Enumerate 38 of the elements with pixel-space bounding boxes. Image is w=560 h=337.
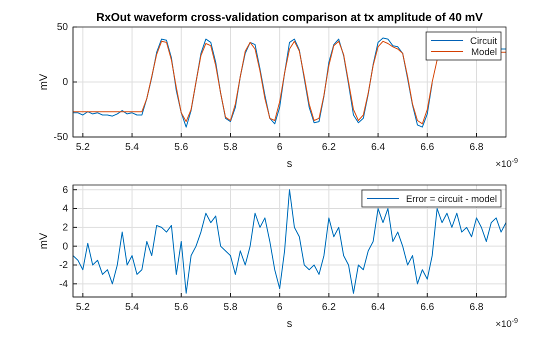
text: ×10$^{-9}$ [496, 317, 518, 330]
x-tick-label: 6.4 [371, 142, 386, 154]
x-tick-label: 6.2 [322, 142, 336, 154]
legend-label: Model [471, 47, 497, 58]
x-tick-label: 6.8 [470, 142, 484, 154]
x-tick-label: 6 [276, 142, 283, 154]
x-tick-label: 6.6 [420, 302, 435, 314]
x-tick-label: 6.4 [371, 302, 386, 314]
x-tick-label: 5.8 [224, 302, 238, 314]
line-series [73, 189, 506, 294]
legend-label: Error = circuit - model [406, 194, 497, 205]
x-tick-label: 5.2 [76, 302, 90, 314]
x-tick-label: 5.6 [174, 142, 189, 154]
x-tick-label: 6.6 [420, 142, 435, 154]
y-tick-label: -4 [59, 279, 68, 290]
y-tick-label: 0 [62, 241, 68, 252]
x-tick-label: 5.6 [174, 302, 189, 314]
y-tick-label: -2 [59, 260, 68, 272]
y-axis-title: mV [38, 232, 50, 250]
y-axis-title: mV [38, 73, 50, 90]
y-tick-label: -50 [54, 132, 68, 144]
text: ×10$^{-9}$ [496, 157, 518, 170]
legend-label: Circuit [470, 36, 498, 47]
x-tick-label: 5.4 [125, 142, 140, 154]
y-tick-label: 4 [62, 204, 68, 215]
x-tick-label: 5.2 [76, 142, 90, 154]
x-tick-label: 5.4 [125, 302, 140, 314]
y-tick-label: 50 [56, 22, 68, 34]
chart-title: RxOut waveform cross-validation comparison at tx amplitude of 40 mV [96, 12, 484, 24]
x-tick-label: 6.2 [322, 302, 336, 314]
x-axis-title: s [286, 158, 293, 170]
y-tick-label: 6 [62, 184, 68, 196]
y-tick-label: 0 [62, 77, 68, 88]
y-tick-label: 2 [62, 222, 68, 234]
x-tick-label: 6.8 [470, 302, 484, 314]
x-tick-label: 6 [276, 302, 283, 314]
x-tick-label: 5.8 [224, 142, 238, 154]
x-axis-title: s [286, 318, 293, 330]
